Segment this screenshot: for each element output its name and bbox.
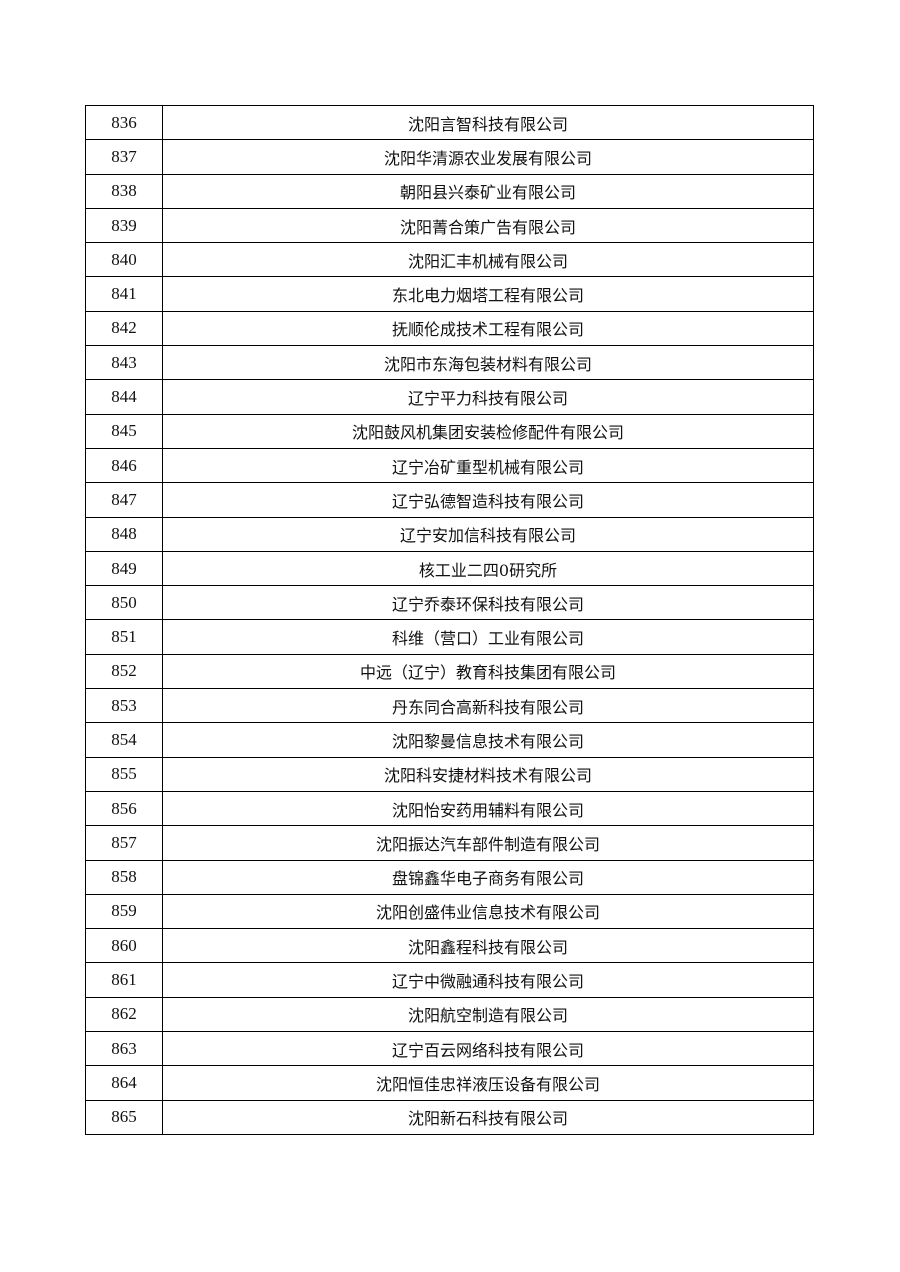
table-row: 845 沈阳鼓风机集团安装检修配件有限公司 [85,413,814,449]
table-row: 864 沈阳恒佳忠祥液压设备有限公司 [85,1065,814,1101]
row-number: 862 [85,996,163,1033]
row-number: 864 [85,1065,163,1101]
table-row: 840 沈阳汇丰机械有限公司 [85,242,814,278]
row-number: 838 [85,173,163,209]
table-row: 838 朝阳县兴泰矿业有限公司 [85,173,814,209]
company-name: 辽宁冶矿重型机械有限公司 [162,447,814,484]
company-name: 沈阳鑫程科技有限公司 [162,928,814,964]
row-number: 853 [85,688,163,724]
table-row: 844 辽宁平力科技有限公司 [85,379,814,415]
table-row: 858 盘锦鑫华电子商务有限公司 [85,859,814,895]
row-number: 857 [85,825,163,861]
company-name: 辽宁安加信科技有限公司 [162,516,814,552]
company-name: 沈阳汇丰机械有限公司 [162,242,814,278]
company-name: 辽宁百云网络科技有限公司 [162,1031,814,1067]
company-name: 辽宁中微融通科技有限公司 [162,962,814,998]
company-name: 沈阳鼓风机集团安装检修配件有限公司 [162,413,814,449]
row-number: 851 [85,619,163,655]
row-number: 859 [85,893,163,930]
table-row: 863 辽宁百云网络科技有限公司 [85,1031,814,1067]
company-name: 东北电力烟塔工程有限公司 [162,276,814,312]
company-name: 沈阳怡安药用辅料有限公司 [162,790,814,827]
row-number: 855 [85,756,163,792]
table-row: 865 沈阳新石科技有限公司 [85,1099,814,1135]
company-name: 抚顺伦成技术工程有限公司 [162,310,814,347]
table-row: 839 沈阳菁合策广告有限公司 [85,207,814,244]
table-row: 849 核工业二四0研究所 [85,550,814,587]
company-name: 沈阳航空制造有限公司 [162,996,814,1033]
table-row: 855 沈阳科安捷材料技术有限公司 [85,756,814,792]
row-number: 863 [85,1031,163,1067]
row-number: 856 [85,790,163,827]
table-row: 852 中远（辽宁）教育科技集团有限公司 [85,653,814,690]
row-number: 850 [85,585,163,621]
row-number: 847 [85,482,163,518]
table-row: 857 沈阳振达汽车部件制造有限公司 [85,825,814,861]
table-row: 842 抚顺伦成技术工程有限公司 [85,310,814,347]
table-row: 843 沈阳市东海包装材料有限公司 [85,345,814,381]
company-name: 辽宁弘德智造科技有限公司 [162,482,814,518]
row-number: 842 [85,310,163,347]
row-number: 858 [85,859,163,895]
company-name: 沈阳市东海包装材料有限公司 [162,345,814,381]
company-name: 丹东同合高新科技有限公司 [162,688,814,724]
company-name: 沈阳新石科技有限公司 [162,1099,814,1135]
company-name: 沈阳言智科技有限公司 [162,104,814,141]
row-number: 837 [85,139,163,175]
row-number: 854 [85,722,163,758]
row-number: 860 [85,928,163,964]
row-number: 840 [85,242,163,278]
company-name: 中远（辽宁）教育科技集团有限公司 [162,653,814,690]
row-number: 836 [85,104,163,141]
table-row: 846 辽宁冶矿重型机械有限公司 [85,447,814,484]
company-name: 辽宁平力科技有限公司 [162,379,814,415]
row-number: 865 [85,1099,163,1135]
table-row: 859 沈阳创盛伟业信息技术有限公司 [85,893,814,930]
company-name: 朝阳县兴泰矿业有限公司 [162,173,814,209]
row-number: 845 [85,413,163,449]
company-name: 沈阳黎曼信息技术有限公司 [162,722,814,758]
company-name: 沈阳创盛伟业信息技术有限公司 [162,893,814,930]
table-row: 848 辽宁安加信科技有限公司 [85,516,814,552]
company-name: 辽宁乔泰环保科技有限公司 [162,585,814,621]
company-name: 沈阳菁合策广告有限公司 [162,207,814,244]
company-name: 沈阳科安捷材料技术有限公司 [162,756,814,792]
row-number: 843 [85,345,163,381]
row-number: 852 [85,653,163,690]
company-name: 沈阳恒佳忠祥液压设备有限公司 [162,1065,814,1101]
row-number: 839 [85,207,163,244]
table-row: 851 科维（营口）工业有限公司 [85,619,814,655]
table-row: 847 辽宁弘德智造科技有限公司 [85,482,814,518]
table-body: 836 沈阳言智科技有限公司 837 沈阳华清源农业发展有限公司 838 朝阳县兴泰矿业有… [85,104,814,1135]
table-row: 856 沈阳怡安药用辅料有限公司 [85,790,814,827]
company-name: 科维（营口）工业有限公司 [162,619,814,655]
table-row: 854 沈阳黎曼信息技术有限公司 [85,722,814,758]
table-row: 862 沈阳航空制造有限公司 [85,996,814,1033]
table-row: 837 沈阳华清源农业发展有限公司 [85,139,814,175]
company-name: 核工业二四0研究所 [162,550,814,587]
table-row: 850 辽宁乔泰环保科技有限公司 [85,585,814,621]
row-number: 848 [85,516,163,552]
row-number: 846 [85,447,163,484]
company-name: 沈阳华清源农业发展有限公司 [162,139,814,175]
company-name: 盘锦鑫华电子商务有限公司 [162,859,814,895]
company-name: 沈阳振达汽车部件制造有限公司 [162,825,814,861]
table-row: 853 丹东同合高新科技有限公司 [85,688,814,724]
row-number: 849 [85,550,163,587]
table-row: 861 辽宁中微融通科技有限公司 [85,962,814,998]
table-row: 841 东北电力烟塔工程有限公司 [85,276,814,312]
table-row: 836 沈阳言智科技有限公司 [85,104,814,141]
company-table: 836 沈阳言智科技有限公司 837 沈阳华清源农业发展有限公司 838 朝阳县兴泰矿业有… [85,104,814,1135]
row-number: 841 [85,276,163,312]
table-row: 860 沈阳鑫程科技有限公司 [85,928,814,964]
row-number: 861 [85,962,163,998]
row-number: 844 [85,379,163,415]
